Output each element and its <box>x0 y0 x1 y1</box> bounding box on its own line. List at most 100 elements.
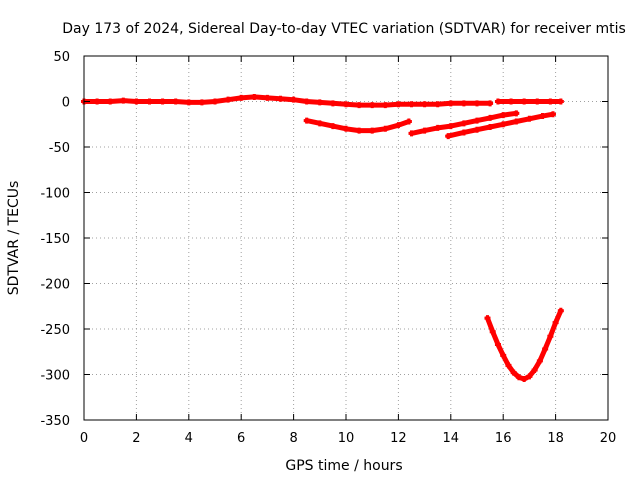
x-tick-label: 18 <box>547 431 564 446</box>
data-point <box>500 112 507 119</box>
x-tick-label: 16 <box>495 431 512 446</box>
data-point <box>172 98 179 105</box>
data-point <box>487 114 494 121</box>
data-point <box>405 118 412 125</box>
plot-frame <box>83 55 609 421</box>
data-point <box>408 130 415 137</box>
y-tick-label: -250 <box>40 323 70 338</box>
data-point <box>494 98 501 105</box>
data-point <box>264 94 271 101</box>
data-point <box>238 94 245 101</box>
data-point <box>212 98 218 105</box>
x-tick-label: 12 <box>390 431 407 446</box>
data-point <box>303 117 310 124</box>
data-point <box>447 123 454 130</box>
data-point <box>534 98 541 105</box>
data-point <box>526 373 533 380</box>
data-point <box>513 110 520 117</box>
data-point <box>421 101 428 108</box>
data-point <box>290 96 297 103</box>
data-point <box>536 357 543 364</box>
data-point <box>198 99 205 106</box>
grid-lines <box>84 56 608 420</box>
y-tick-label: 50 <box>53 50 70 65</box>
data-series <box>81 93 564 383</box>
data-point <box>513 118 520 125</box>
data-point <box>521 376 528 383</box>
data-point <box>146 98 153 105</box>
data-point <box>382 102 389 109</box>
axis-ticks <box>83 55 609 421</box>
data-point <box>159 98 166 105</box>
data-point <box>369 127 376 134</box>
data-point <box>549 111 556 118</box>
data-point <box>515 374 522 381</box>
data-point <box>303 98 310 105</box>
data-point <box>343 101 349 108</box>
data-point <box>547 333 554 340</box>
data-point <box>500 121 507 128</box>
data-point <box>395 101 402 108</box>
data-point <box>329 100 336 107</box>
data-point <box>531 366 538 373</box>
data-point <box>539 113 546 120</box>
data-point <box>382 125 389 132</box>
y-axis-title: SDTVAR / TECUs <box>6 181 22 296</box>
data-point <box>434 101 441 108</box>
data-point <box>474 117 480 124</box>
x-tick-label: 10 <box>338 431 355 446</box>
data-point <box>557 98 564 105</box>
data-point <box>251 93 258 100</box>
data-point <box>505 362 512 369</box>
data-point <box>487 123 494 130</box>
data-point <box>474 100 480 107</box>
y-tick-label: -300 <box>40 369 70 384</box>
y-tick-label: -100 <box>40 187 70 202</box>
data-point <box>316 120 323 127</box>
data-point <box>521 98 528 105</box>
data-point <box>369 102 376 109</box>
y-tick-label: 0 <box>62 96 70 111</box>
x-tick-label: 4 <box>185 431 193 446</box>
x-tick-label: 6 <box>237 431 245 446</box>
data-point <box>133 98 140 105</box>
data-point <box>500 352 507 359</box>
y-tick-labels: 50 0 -50 -100 -150 -200 -250 -300 -350 <box>40 50 70 429</box>
data-point <box>510 369 517 376</box>
data-point <box>547 98 554 105</box>
data-point <box>508 98 515 105</box>
data-point <box>395 122 402 129</box>
y-tick-label: -350 <box>40 414 70 429</box>
data-point <box>225 96 232 103</box>
data-point <box>542 346 549 353</box>
x-tick-label: 0 <box>80 431 88 446</box>
chart-title: Day 173 of 2024, Sidereal Day-to-day VTE… <box>62 21 626 37</box>
data-point <box>494 341 501 348</box>
x-axis-title: GPS time / hours <box>285 458 402 474</box>
y-tick-label: -200 <box>40 278 70 293</box>
data-point <box>460 129 467 136</box>
data-point <box>489 328 496 335</box>
data-point <box>185 99 192 106</box>
data-point <box>277 95 284 102</box>
y-tick-label: -50 <box>49 141 70 156</box>
x-tick-label: 20 <box>600 431 617 446</box>
x-tick-label: 2 <box>132 431 140 446</box>
x-tick-labels: 0 2 4 6 8 10 12 14 16 18 20 <box>80 431 616 446</box>
data-point <box>460 100 467 107</box>
data-point <box>447 100 454 107</box>
data-point <box>474 126 480 133</box>
data-point <box>356 102 363 109</box>
series-track-1 <box>81 94 493 108</box>
data-point <box>356 127 363 134</box>
data-point <box>107 98 114 105</box>
data-point <box>557 307 564 314</box>
data-point <box>487 100 494 107</box>
data-point <box>421 127 428 134</box>
data-point <box>445 133 452 140</box>
y-tick-label: -150 <box>40 232 70 247</box>
data-point <box>434 124 441 131</box>
data-point <box>329 123 336 130</box>
data-point <box>552 319 559 326</box>
